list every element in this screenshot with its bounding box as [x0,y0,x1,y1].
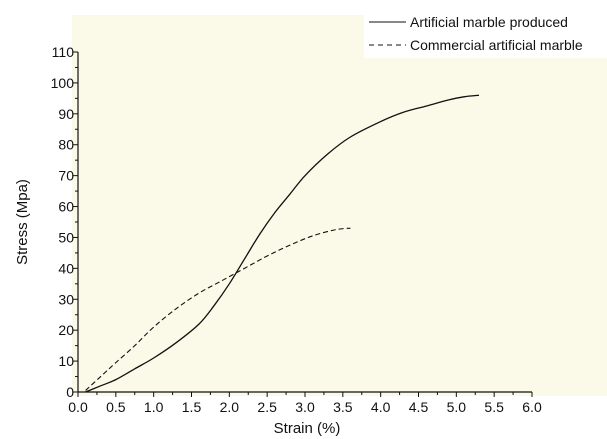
y-tick-label: 50 [58,229,74,245]
legend-box [364,12,607,58]
x-tick-label: 5.5 [484,399,504,415]
x-tick-label: 2.0 [220,399,240,415]
x-tick-label: 4.0 [371,399,391,415]
x-tick-label: 0.0 [68,399,88,415]
y-tick-label: 20 [58,322,74,338]
y-tick-label: 40 [58,260,74,276]
x-tick-label: 3.5 [333,399,353,415]
x-tick-label: 1.0 [144,399,164,415]
series-line-commercial-artificial-marble [85,227,351,391]
y-tick-label: 30 [58,291,74,307]
y-tick-label: 60 [58,199,74,215]
x-tick-label: 1.5 [182,399,202,415]
x-tick-label: 2.5 [257,399,277,415]
x-tick-label: 6.0 [522,399,542,415]
y-tick-label: 100 [51,75,75,91]
legend-label-commercial: Commercial artificial marble [410,37,583,53]
x-tick-label: 4.5 [409,399,429,415]
legend-label-produced: Artificial marble produced [410,14,568,30]
plot-background [72,15,607,396]
x-tick-label: 3.0 [295,399,315,415]
y-tick-label: 90 [58,106,74,122]
series-line-artificial-marble-produced [85,94,480,393]
x-tick-label: 5.0 [447,399,467,415]
y-axis-title: Stress (Mpa) [14,179,31,265]
x-axis-title: Strain (%) [274,420,341,437]
y-tick-label: 80 [58,137,74,153]
y-tick-label: 110 [52,44,75,60]
y-tick-label: 10 [58,353,74,369]
y-tick-label: 0 [66,384,74,400]
y-tick-label: 70 [58,168,74,184]
legend: Artificial marble produced Commercial ar… [364,12,607,58]
x-tick-label: 0.5 [106,399,126,415]
